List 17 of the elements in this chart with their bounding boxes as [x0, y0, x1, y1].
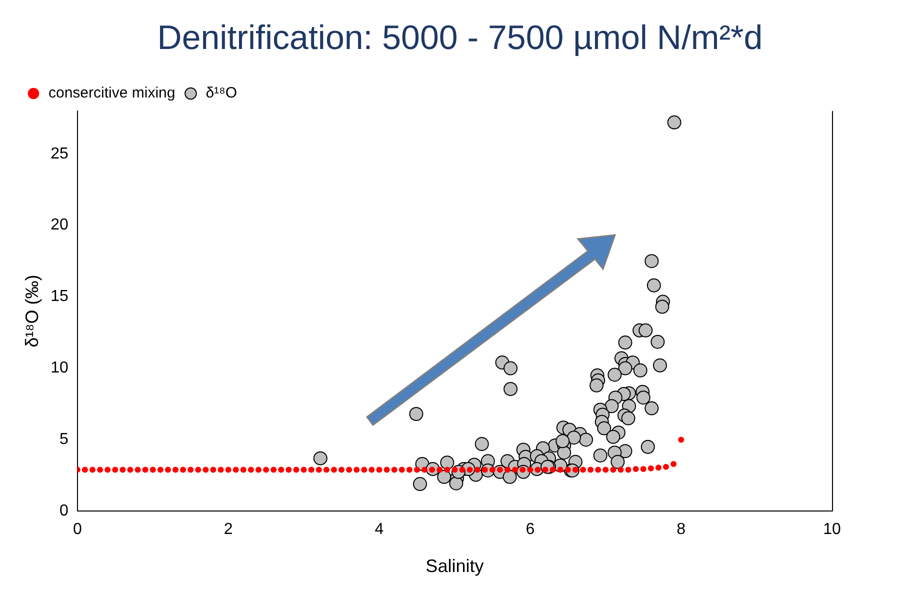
- x-tick-label: 4: [374, 521, 384, 538]
- x-tick-label: 6: [526, 521, 535, 538]
- x-tick-label: 10: [823, 521, 841, 538]
- y-tick-label: 15: [50, 288, 68, 306]
- y-tick-label: 0: [59, 502, 68, 520]
- y-tick-label: 10: [50, 360, 68, 377]
- legend-label: δ¹⁸O: [206, 84, 238, 102]
- y-tick-label: 25: [50, 145, 68, 162]
- chart-title: Denitrification: 5000 - 7500 µmol N/m²*d: [156, 18, 764, 58]
- y-tick-label: 5: [59, 431, 68, 448]
- x-tick-label: 0: [72, 521, 82, 538]
- x-tick-label: 8: [676, 521, 686, 538]
- legend-label: consercitive mixing: [48, 84, 176, 102]
- y-axis-title: δ¹⁸O (‰): [22, 274, 42, 348]
- x-axis-title: Salinity: [426, 556, 484, 576]
- x-tick-label: 2: [224, 521, 233, 538]
- y-tick-label: 20: [50, 216, 68, 234]
